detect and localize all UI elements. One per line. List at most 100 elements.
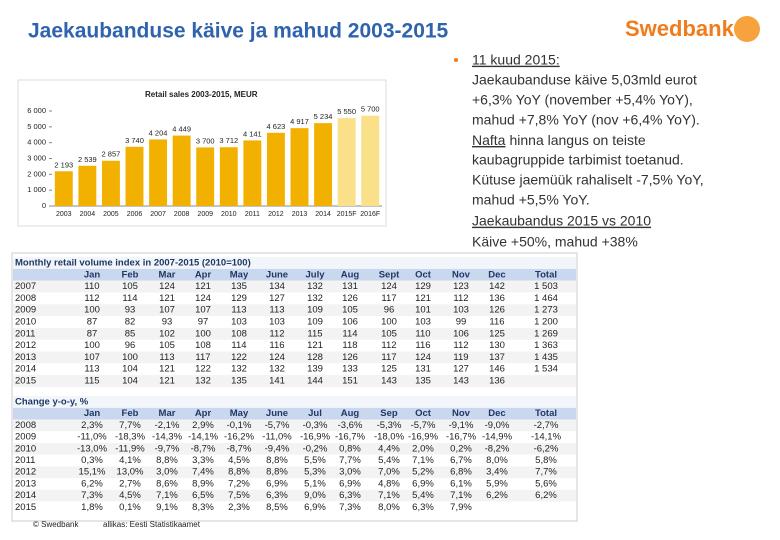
table-cell: -9,0% xyxy=(485,420,510,431)
table-cell: 4,4% xyxy=(378,443,400,454)
table-cell: 103 xyxy=(453,305,469,316)
table-cell: 107 xyxy=(195,305,211,316)
data-label: 4 204 xyxy=(149,128,168,137)
table-cell: 127 xyxy=(269,293,285,304)
table-cell: 108 xyxy=(195,340,211,351)
note-line: +6,3% YoY (november +5,4% YoY), xyxy=(472,92,693,108)
x-tick-label: 2013 xyxy=(292,211,308,218)
table-cell: 142 xyxy=(489,281,505,292)
table-title-bg xyxy=(13,257,576,269)
row-header: 2011 xyxy=(15,328,35,339)
table-cell: 143 xyxy=(453,376,469,387)
table-cell: 132 xyxy=(307,293,323,304)
table-cell: 110 xyxy=(84,281,99,292)
row-header: 2015 xyxy=(15,376,36,387)
table-cell: -3,6% xyxy=(338,420,363,431)
table-cell: 3,0% xyxy=(156,467,178,478)
column-header: Dec xyxy=(488,408,505,419)
table-cell: 6,9% xyxy=(339,478,361,489)
column-header: May xyxy=(230,269,249,280)
x-tick-label: 2004 xyxy=(80,211,96,218)
column-header: Nov xyxy=(452,408,471,419)
table-cell: 3,0% xyxy=(339,467,361,478)
table-cell: -14,9% xyxy=(482,432,513,443)
table-cell: 7,7% xyxy=(339,455,361,466)
table-cell: 5,3% xyxy=(304,467,326,478)
y-tick-label: 6 000 xyxy=(27,106,46,115)
table-cell: 121 xyxy=(159,293,175,304)
logo-text: Swedbank xyxy=(625,16,735,41)
table-cell: -2,1% xyxy=(155,420,180,431)
column-header: Total xyxy=(535,269,557,280)
column-header: Total xyxy=(535,408,557,419)
header-bg xyxy=(13,268,576,281)
y-tick-label: 1 000 xyxy=(27,185,46,194)
table-cell: 87 xyxy=(87,328,98,339)
table-cell: 2,3% xyxy=(81,420,103,431)
table-cell: 114 xyxy=(342,328,357,339)
data-label: 4 623 xyxy=(267,122,286,131)
table-cell: 6,2% xyxy=(81,478,103,489)
note-line: Jaekaubandus 2015 vs 2010 xyxy=(472,213,651,229)
table-cell: 0,8% xyxy=(339,443,361,454)
x-tick-label: 2007 xyxy=(150,211,166,218)
table-cell: 6,7% xyxy=(450,455,472,466)
table-cell: 124 xyxy=(195,293,211,304)
table-cell: 115 xyxy=(84,376,99,387)
note-line: Nafta hinna langus on teiste xyxy=(472,132,646,148)
bullet xyxy=(454,58,458,62)
table-cell: 96 xyxy=(125,340,136,351)
table-cell: 6,3% xyxy=(412,502,434,513)
table-cell: 3,3% xyxy=(192,455,214,466)
column-header: Oct xyxy=(415,269,432,280)
table-cell: 100 xyxy=(84,305,100,316)
table-title: Change y-o-y, % xyxy=(15,397,89,408)
table-cell: 122 xyxy=(231,352,247,363)
data-label: 4 917 xyxy=(290,117,309,126)
table-cell: 112 xyxy=(84,293,99,304)
table-cell: 129 xyxy=(231,293,247,304)
table-cell: 121 xyxy=(307,340,323,351)
x-tick-label: 2006 xyxy=(127,211,143,218)
table-cell: 1 269 xyxy=(534,328,558,339)
table-cell: 87 xyxy=(87,317,98,328)
data-label: 3 700 xyxy=(196,136,215,145)
table-cell: 6,9% xyxy=(304,502,326,513)
row-header: 2012 xyxy=(15,340,36,351)
note-span: hinna langus on teiste xyxy=(509,132,645,148)
bar xyxy=(54,171,73,206)
table-cell: 1 435 xyxy=(534,352,558,363)
footer: © Swedbank xyxy=(33,520,79,529)
table-cell: -11,0% xyxy=(262,432,292,443)
table-cell: -11,0% xyxy=(77,432,107,443)
table-cell: -9,7% xyxy=(155,443,180,454)
row-header: 2009 xyxy=(15,432,36,443)
bar xyxy=(361,115,380,206)
column-header: Aug xyxy=(341,269,360,280)
row-header: 2008 xyxy=(15,293,36,304)
table-cell: 122 xyxy=(195,364,211,375)
table-cell: 1 273 xyxy=(534,305,558,316)
table-cell: -0,1% xyxy=(227,420,252,431)
x-tick-label: 2016F xyxy=(360,211,380,218)
table-cell: 0,3% xyxy=(81,455,103,466)
table-cell: 139 xyxy=(307,364,323,375)
table-cell: 7,0% xyxy=(378,467,400,478)
table-cell: 103 xyxy=(269,317,285,328)
table-cell: 1 503 xyxy=(534,281,558,292)
table-cell: 116 xyxy=(489,317,504,328)
table-cell: -9,1% xyxy=(449,420,474,431)
table-cell: 8,6% xyxy=(156,478,178,489)
table-cell: 115 xyxy=(307,328,322,339)
note-line: mahud +7,8% YoY (nov +6,4% YoY). xyxy=(472,112,700,128)
table-cell: 141 xyxy=(269,376,285,387)
table-cell: 143 xyxy=(381,376,397,387)
row-header: 2008 xyxy=(15,420,36,431)
table-cell: 117 xyxy=(195,352,210,363)
table-cell: 6,5% xyxy=(192,490,214,501)
data-label: 2 539 xyxy=(78,155,97,164)
table-cell: 121 xyxy=(159,364,175,375)
table-cell: 4,5% xyxy=(119,490,141,501)
table-cell: 1 200 xyxy=(534,317,558,328)
